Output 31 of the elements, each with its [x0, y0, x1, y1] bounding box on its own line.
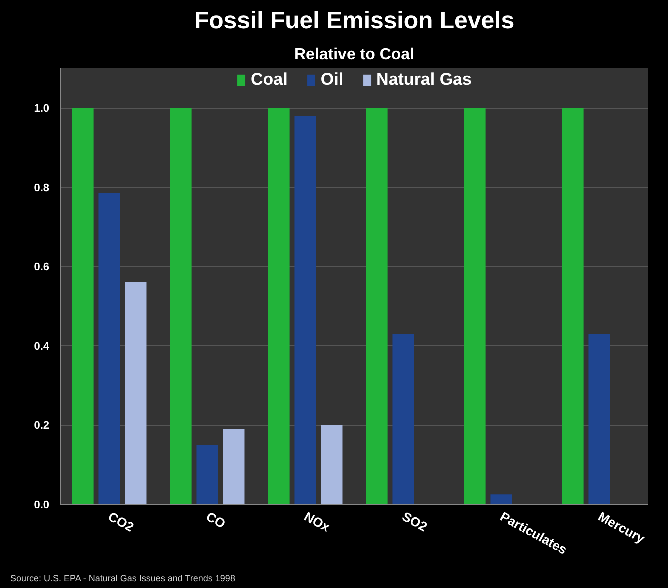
y-tick-label: 1.0 [34, 103, 50, 116]
x-tick-label: SO2 [400, 508, 430, 535]
y-tick-label: 0.0 [34, 500, 50, 512]
y-tick-label: 0.2 [34, 420, 50, 432]
bar [464, 108, 486, 504]
y-tick-label: 0.4 [34, 340, 50, 353]
chart-subtitle: Relative to Coal [294, 46, 415, 64]
bar [268, 108, 290, 504]
bar [98, 193, 120, 504]
x-tick-label: NOx [302, 508, 334, 536]
bar [196, 445, 218, 504]
x-tick-label: CO [204, 508, 228, 532]
bar [72, 108, 94, 504]
bar [392, 334, 414, 504]
legend-label: Oil [320, 70, 344, 90]
bar [125, 282, 147, 504]
bar [366, 108, 388, 504]
bar [170, 108, 192, 504]
bar [223, 429, 245, 504]
bar [562, 108, 584, 504]
bar [588, 334, 610, 504]
x-tick-label: CO2 [106, 508, 137, 535]
y-tick-label: 0.6 [34, 262, 50, 274]
source-note: Source: U.S. EPA - Natural Gas Issues and Trends 1998 [10, 574, 236, 584]
legend-label: Coal [251, 70, 288, 90]
bar [321, 425, 343, 504]
legend-label: Natural Gas [376, 70, 472, 90]
chart-title: Fossil Fuel Emission Levels [194, 8, 515, 34]
bar [490, 494, 512, 504]
bar [294, 116, 316, 504]
y-tick-label: 0.8 [34, 182, 50, 194]
